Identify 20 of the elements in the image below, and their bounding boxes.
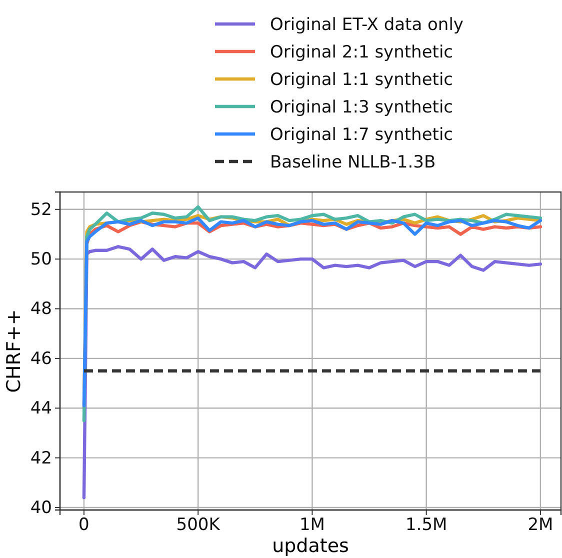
x-axis-title: updates bbox=[272, 535, 349, 557]
x-tick-label: 500K bbox=[176, 515, 221, 536]
x-tick-label: 1M bbox=[299, 515, 325, 536]
legend-label: Original 1:1 synthetic bbox=[270, 70, 454, 90]
y-tick-label: 40 bbox=[30, 498, 52, 518]
legend-label: Original 1:7 synthetic bbox=[270, 125, 454, 145]
legend-label: Baseline NLLB-1.3B bbox=[270, 152, 436, 172]
legend-label: Original 2:1 synthetic bbox=[270, 42, 454, 62]
legend-label: Original ET-X data only bbox=[270, 15, 464, 35]
y-axis-title: CHRF++ bbox=[3, 309, 25, 393]
y-tick-label: 52 bbox=[30, 200, 52, 220]
legend-label: Original 1:3 synthetic bbox=[270, 98, 454, 118]
y-tick-label: 44 bbox=[30, 398, 52, 419]
x-tick-label: 0 bbox=[78, 515, 90, 536]
y-tick-label: 48 bbox=[30, 299, 52, 320]
y-tick-label: 46 bbox=[30, 348, 52, 369]
y-tick-label: 50 bbox=[30, 250, 52, 270]
x-tick-label: 1.5M bbox=[405, 515, 448, 536]
y-tick-label: 42 bbox=[30, 448, 52, 468]
x-tick-label: 2M bbox=[528, 515, 554, 536]
